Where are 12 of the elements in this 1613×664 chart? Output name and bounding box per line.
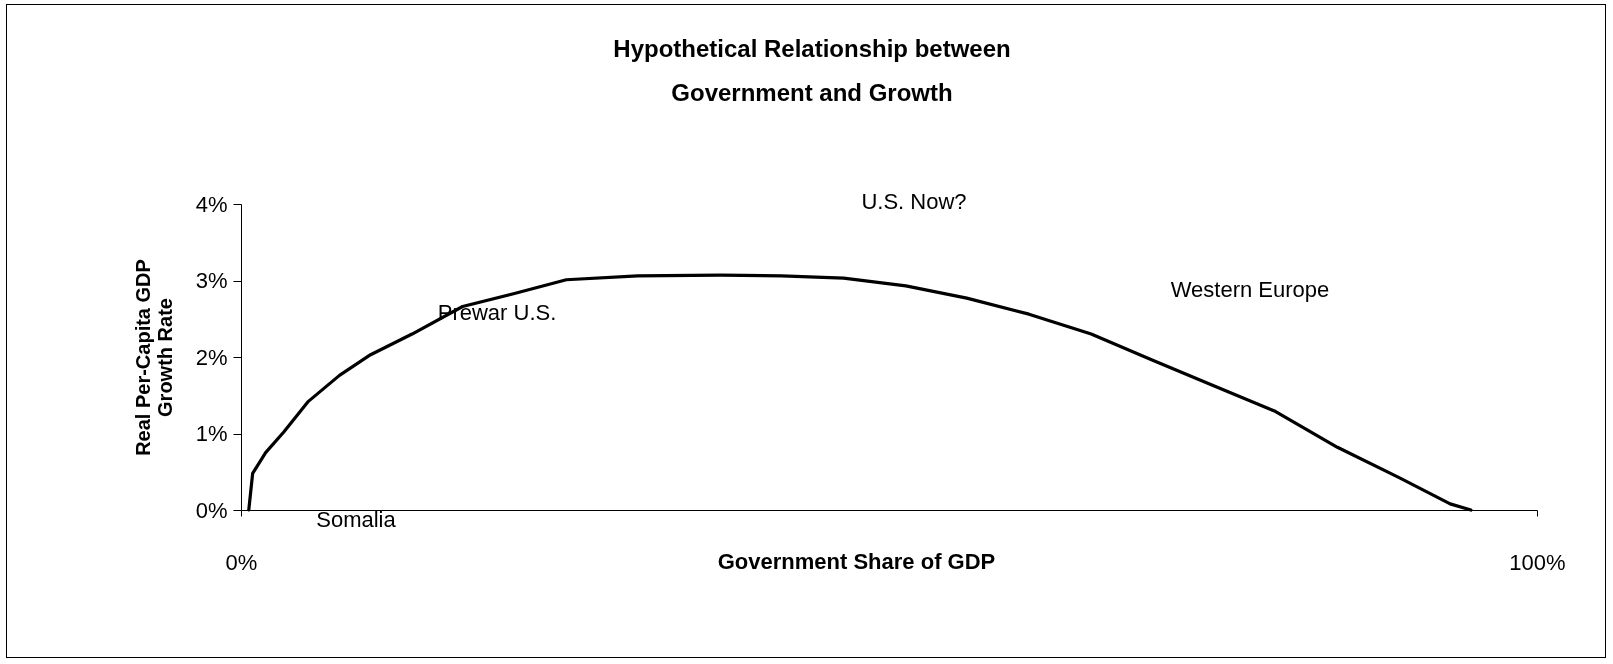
y-tick-label: 0%: [195, 497, 228, 523]
annotation: U.S. Now?: [861, 189, 967, 214]
annotation: Somalia: [316, 507, 397, 532]
y-tick-label: 2%: [195, 344, 228, 370]
x-axis-title: Government Share of GDP: [717, 548, 996, 574]
y-axis-title: Real Per-Capita GDP Growth Rate: [131, 259, 176, 456]
y-tick-label: 3%: [195, 268, 228, 293]
y-tick-label: 1%: [195, 421, 228, 446]
annotation: Western Europe: [1170, 277, 1330, 302]
y-tick-label: 4%: [195, 191, 228, 217]
x-tick-label: 100%: [1509, 549, 1566, 575]
chart-title: Hypothetical Relationship between Government and Growth: [613, 35, 1011, 106]
